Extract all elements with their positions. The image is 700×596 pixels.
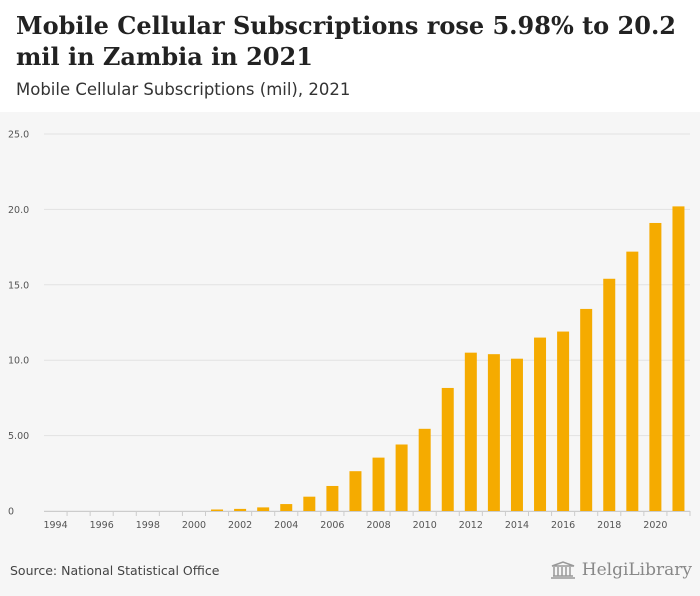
bar-2016[interactable] — [557, 331, 570, 511]
x-tick-label: 1994 — [43, 520, 67, 531]
bar-2004[interactable] — [280, 504, 293, 511]
axes: 0 5.00 10.0 15.0 20.0 25.0 1994 1996 1998 2000 200… — [8, 130, 691, 531]
bar-2021[interactable] — [672, 206, 685, 511]
bar-2001[interactable] — [211, 509, 224, 511]
x-tick-label: 2012 — [459, 520, 483, 531]
x-tick-label: 2006 — [320, 520, 344, 531]
bar-2006[interactable] — [326, 485, 339, 511]
chart-title: Mobile Cellular Subscriptions rose 5.98%… — [16, 11, 676, 71]
chart-subtitle: Mobile Cellular Subscriptions (mil), 202… — [16, 80, 351, 99]
bar-2019[interactable] — [626, 251, 639, 511]
bar-2018[interactable] — [603, 278, 616, 511]
y-tick-label: 0 — [8, 507, 14, 518]
header: Mobile Cellular Subscriptions rose 5.98%… — [0, 0, 700, 112]
helgi-library-logo[interactable]: HelgiLibrary — [550, 560, 692, 580]
bar-2012[interactable] — [464, 352, 477, 511]
bar-2007[interactable] — [349, 471, 362, 511]
x-tick-label: 2016 — [551, 520, 575, 531]
gridlines — [44, 133, 690, 512]
y-tick-label: 20.0 — [8, 205, 29, 216]
source-note: Source: National Statistical Office — [10, 563, 220, 578]
x-tick-label: 2008 — [366, 520, 390, 531]
y-tick-label: 10.0 — [8, 356, 29, 367]
bar-2011[interactable] — [441, 387, 454, 511]
bar-2015[interactable] — [534, 337, 547, 511]
y-tick-label: 25.0 — [8, 130, 29, 141]
x-tick-label: 2020 — [643, 520, 667, 531]
bar-2005[interactable] — [303, 496, 316, 511]
x-tick-label: 1998 — [136, 520, 160, 531]
bar-2002[interactable] — [234, 508, 247, 511]
bar-2020[interactable] — [649, 222, 662, 512]
bar-2008[interactable] — [372, 457, 385, 511]
x-tick-label: 1996 — [90, 520, 114, 531]
x-tick-label: 2000 — [182, 520, 206, 531]
bar-2003[interactable] — [257, 507, 270, 511]
y-tick-label: 5.00 — [8, 431, 29, 442]
bars — [211, 206, 685, 512]
bar-2010[interactable] — [418, 428, 431, 511]
x-tick-label: 2014 — [505, 520, 529, 531]
bar-2014[interactable] — [510, 358, 523, 511]
x-tick-label: 2010 — [413, 520, 437, 531]
x-tick-label: 2018 — [597, 520, 621, 531]
x-tick-label: 2002 — [228, 520, 252, 531]
library-building-icon — [550, 561, 575, 579]
bar-2009[interactable] — [395, 444, 408, 511]
y-tick-label: 15.0 — [8, 280, 29, 291]
bar-2017[interactable] — [580, 308, 593, 511]
bar-2013[interactable] — [487, 354, 500, 511]
logo-text: HelgiLibrary — [581, 560, 692, 580]
x-tick-label: 2004 — [274, 520, 298, 531]
